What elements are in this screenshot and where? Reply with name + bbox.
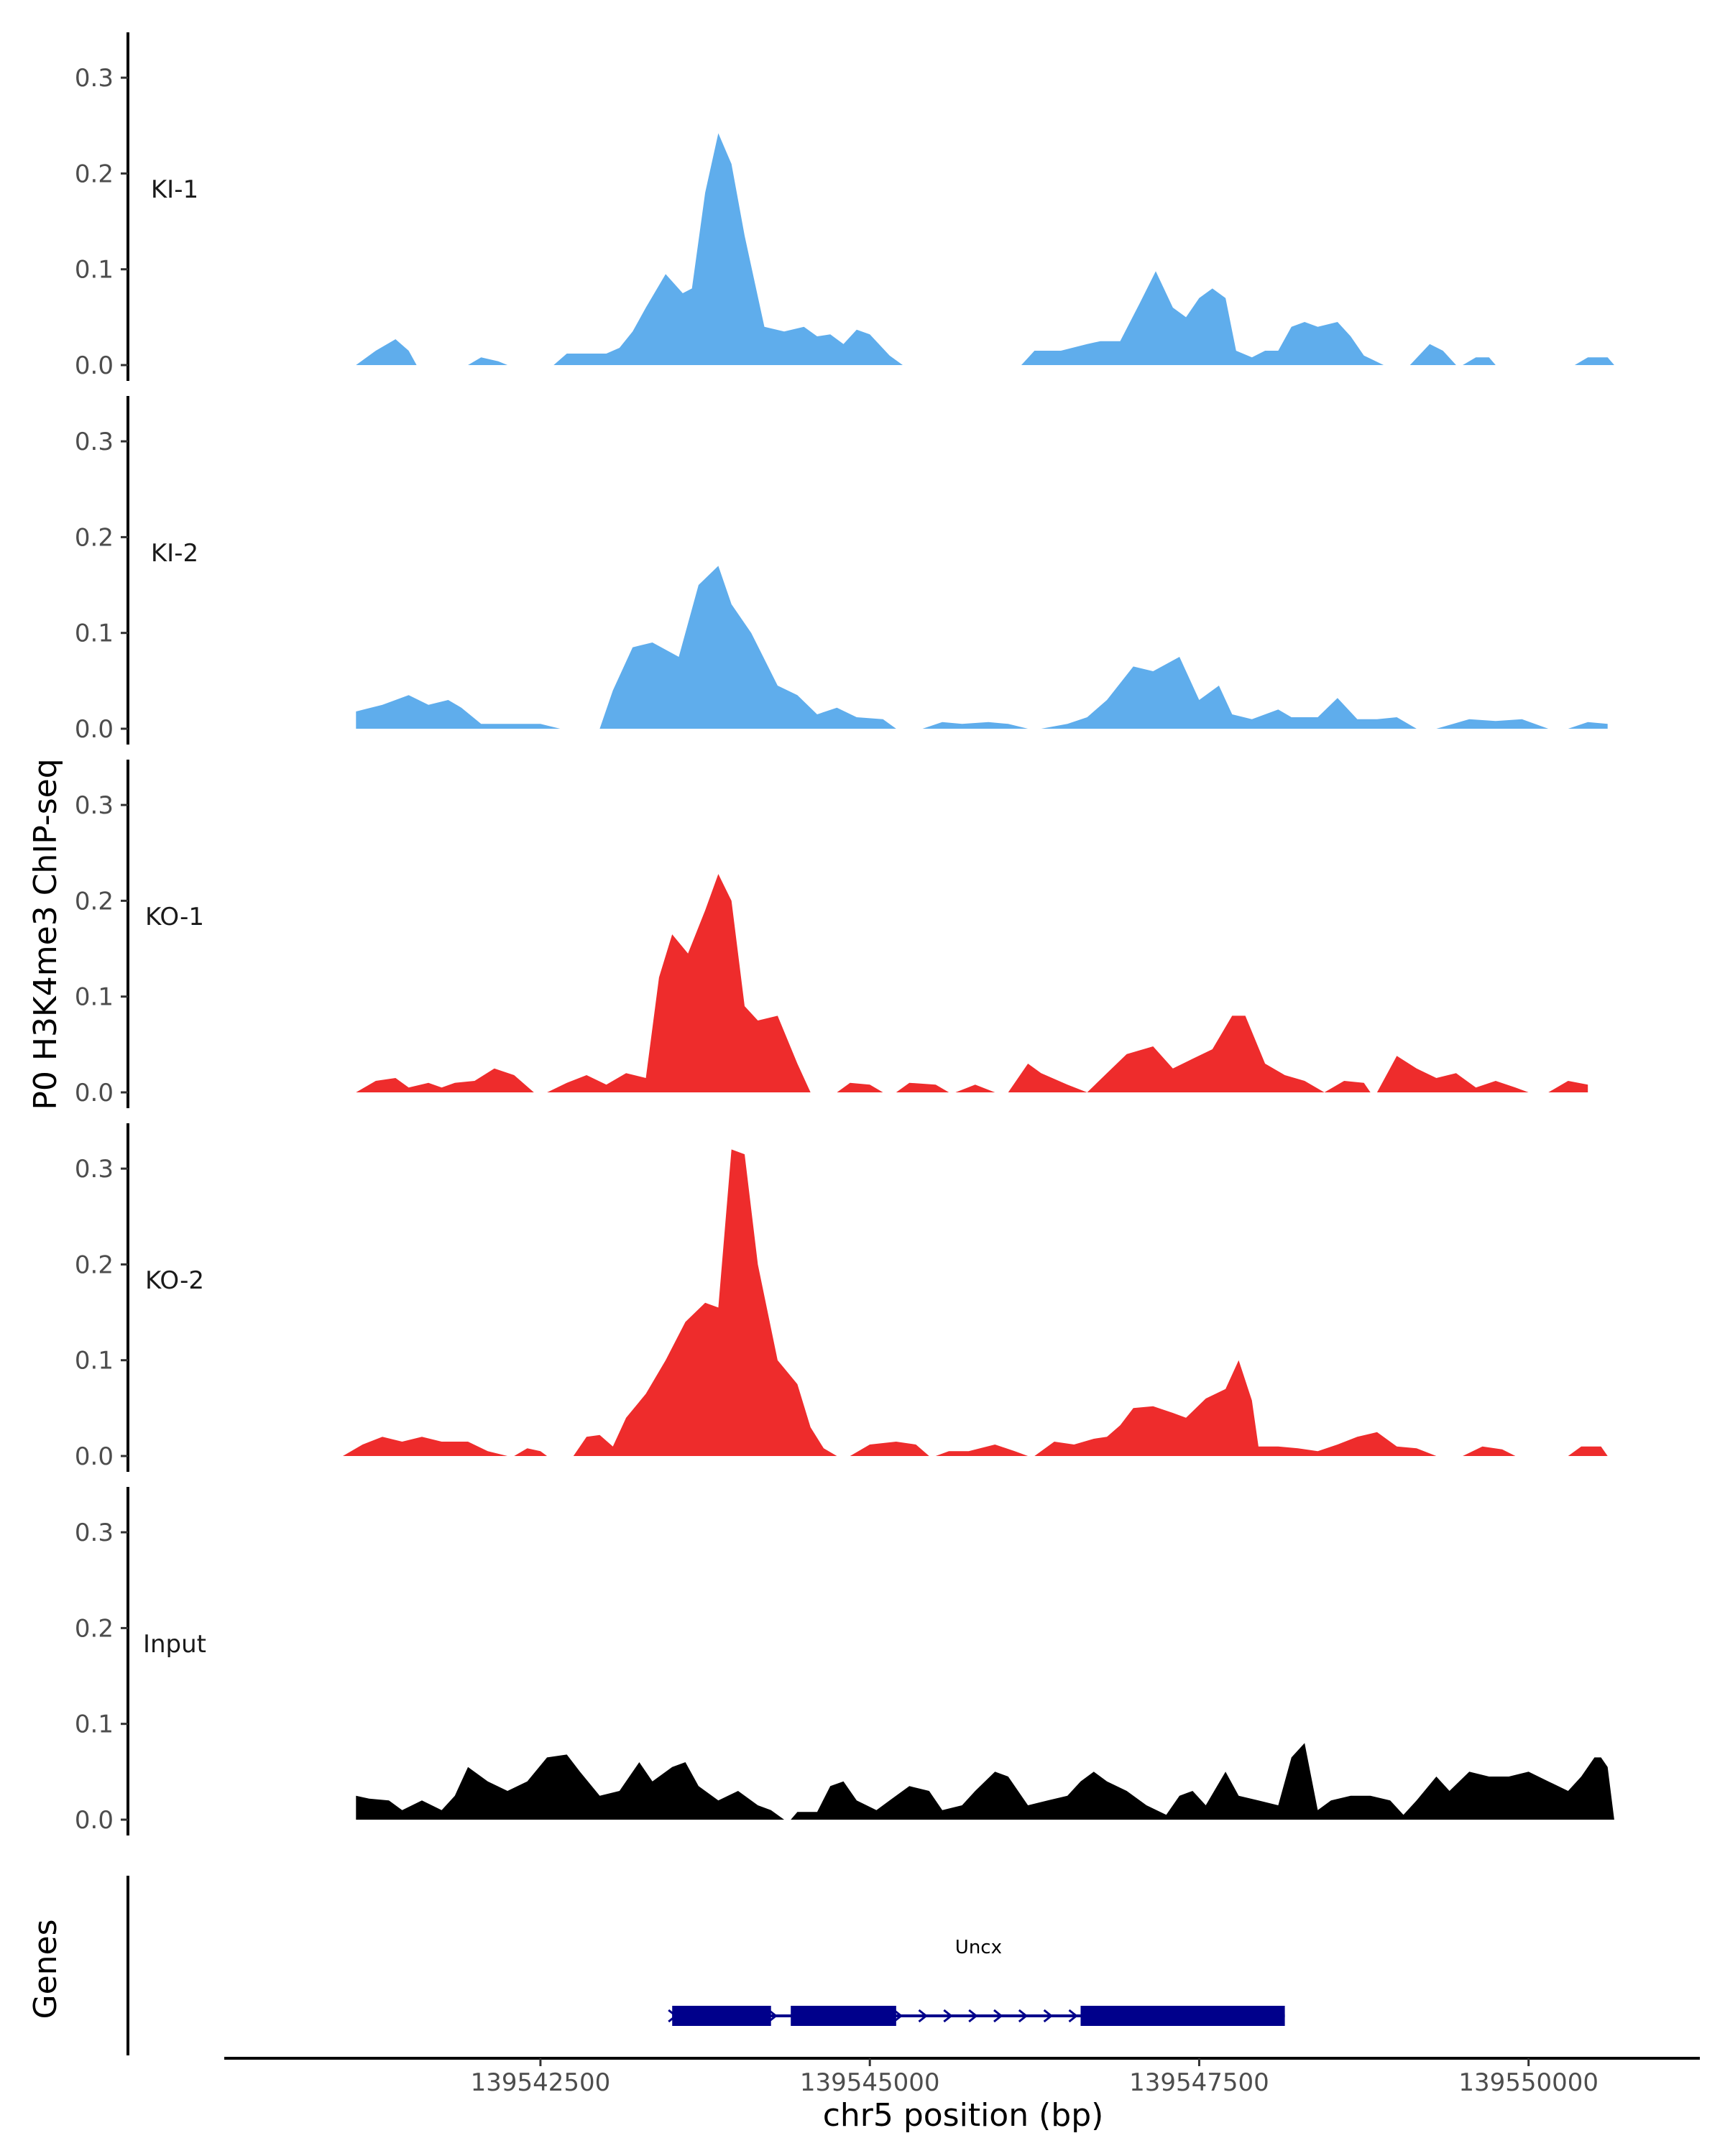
y-tick-label: 0.2 [75,1614,114,1643]
y-tick-label: 0.2 [75,160,114,188]
signal-area [1548,1081,1588,1092]
y-tick-label: 0.0 [75,1806,114,1835]
signal-area [1087,1015,1325,1092]
signal-area [356,339,417,365]
signal-area [1021,271,1384,365]
exon [672,2006,771,2026]
x-axis-title: chr5 position (bp) [823,2097,1104,2134]
y-tick-label: 0.0 [75,715,114,744]
track-label: Input [143,1630,206,1659]
gene-name-label: Uncx [955,1937,1002,1958]
track-label: KO-2 [145,1266,204,1295]
y-tick-label: 0.1 [75,1710,114,1739]
signal-area [514,1448,548,1456]
strand-chevron [993,2009,1003,2023]
y-tick-label: 0.3 [75,428,114,456]
y-tick-label: 0.1 [75,619,114,648]
signal-area [922,722,1029,729]
signal-area [1463,357,1496,365]
x-tick-label: 139550000 [1458,2068,1598,2097]
signal-area [1463,1446,1516,1456]
signal-area [1041,657,1417,729]
signal-area [837,1082,883,1092]
y-tick-label: 0.0 [75,1442,114,1471]
signal-area [468,357,508,365]
track-label: KO-1 [145,903,204,931]
signal-area [1376,1056,1529,1092]
track-ko-2: 0.0 0.1 0.2 0.3 KO-2 [75,1123,1608,1472]
signal-area [1574,357,1614,365]
signal-area [1436,719,1549,729]
signal-tracks: 0.00.10.20.3KI-10.00.10.20.3KI-20.00.10.… [75,32,1614,1835]
x-tick-label: 139542500 [471,2068,611,2097]
y-axis-title: P0 H3K4me3 ChIP-seq [27,758,64,1110]
track-label: KI-2 [151,539,198,568]
y-tick-label: 0.3 [75,791,114,820]
y-tick-label: 0.1 [75,1347,114,1376]
signal-area [1324,1081,1371,1092]
signal-area [356,1754,784,1820]
y-tick-label: 0.2 [75,1250,114,1279]
y-tick-label: 0.0 [75,1079,114,1107]
strand-chevron [1068,2009,1078,2023]
y-tick-label: 0.2 [75,887,114,916]
track-ki-1: 0.0 0.1 0.2 0.3 KI-1 [75,32,1614,381]
y-tick-label: 0.2 [75,523,114,552]
x-tick-label: 139545000 [800,2068,940,2097]
signal-area [791,1743,1614,1820]
exon [1080,2006,1285,2026]
signal-area [1034,1360,1437,1456]
signal-area [1409,344,1456,365]
gene-track-panel: Uncx [126,1876,1285,2055]
track-ki-2: 0.0 0.1 0.2 0.3 KI-2 [75,396,1608,745]
signal-area [1008,1064,1087,1092]
genes-axis-title: Genes [27,1919,64,2019]
y-tick-label: 0.1 [75,256,114,285]
strand-chevron [768,2009,778,2023]
x-tick-label: 139547500 [1129,2068,1269,2097]
track-ko-1: 0.0 0.1 0.2 0.3 KO-1 [75,760,1588,1108]
strand-chevron [918,2009,928,2023]
x-axis: 139542500 139545000 139547500 139550000 [224,2057,1700,2097]
strand-chevron [893,2009,903,2023]
track-input: 0.0 0.1 0.2 0.3 Input [75,1487,1614,1835]
y-tick-label: 0.3 [75,1155,114,1184]
signal-area [356,1068,534,1092]
signal-area [896,1082,949,1092]
strand-chevron [943,2009,953,2023]
signal-area [1568,1446,1608,1456]
signal-area [935,1445,1029,1456]
strand-chevron [968,2009,978,2023]
y-tick-label: 0.3 [75,64,114,93]
exon [791,2006,896,2026]
signal-area [599,566,896,729]
signal-area [573,1149,837,1456]
y-tick-label: 0.0 [75,351,114,380]
signal-area [1568,722,1608,729]
strand-chevron [1018,2009,1029,2023]
track-label: KI-1 [151,175,198,204]
signal-area [547,874,811,1092]
signal-area [553,133,903,365]
strand-chevron [1043,2009,1054,2023]
signal-area [343,1437,508,1456]
signal-area [850,1442,929,1456]
signal-area [955,1084,995,1092]
signal-area [356,695,561,729]
y-tick-label: 0.3 [75,1519,114,1547]
y-tick-label: 0.1 [75,983,114,1012]
